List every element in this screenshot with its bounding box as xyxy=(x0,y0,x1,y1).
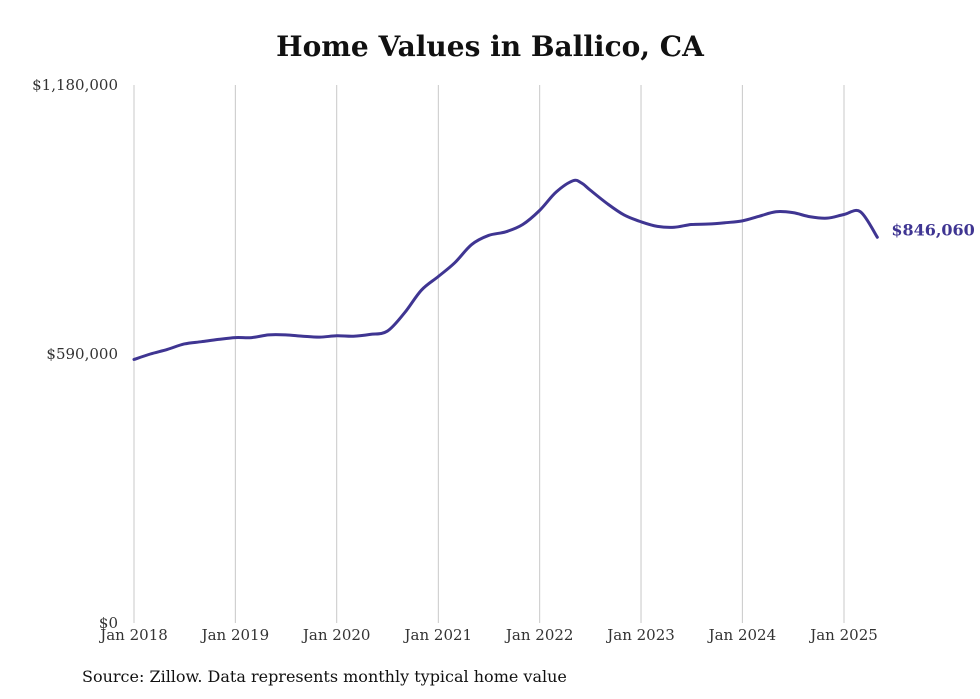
x-tick-label: Jan 2018 xyxy=(98,626,168,644)
y-tick-label: $0 xyxy=(99,614,118,632)
x-tick-label: Jan 2019 xyxy=(200,626,270,644)
x-axis-ticks: Jan 2018 Jan 2019 Jan 2020 Jan 2021 Jan 2022… xyxy=(98,626,878,644)
x-tick-label: Jan 2020 xyxy=(301,626,371,644)
x-tick-label: Jan 2024 xyxy=(707,626,777,644)
y-tick-label: $590,000 xyxy=(46,345,118,363)
source-note: Source: Zillow. Data represents monthly … xyxy=(82,667,567,686)
chart-title: Home Values in Ballico, CA xyxy=(276,30,704,63)
x-tick-label: Jan 2023 xyxy=(605,626,675,644)
grid-lines xyxy=(133,85,845,623)
series-line-home-value xyxy=(132,178,879,361)
x-tick-label: Jan 2025 xyxy=(808,626,878,644)
y-tick-label: $1,180,000 xyxy=(32,76,118,94)
x-tick-label: Jan 2021 xyxy=(403,626,473,644)
y-axis-ticks: $0 $590,000 $1,180,000 xyxy=(32,76,118,632)
end-value-label: $846,060 xyxy=(891,220,975,239)
x-tick-label: Jan 2022 xyxy=(504,626,574,644)
